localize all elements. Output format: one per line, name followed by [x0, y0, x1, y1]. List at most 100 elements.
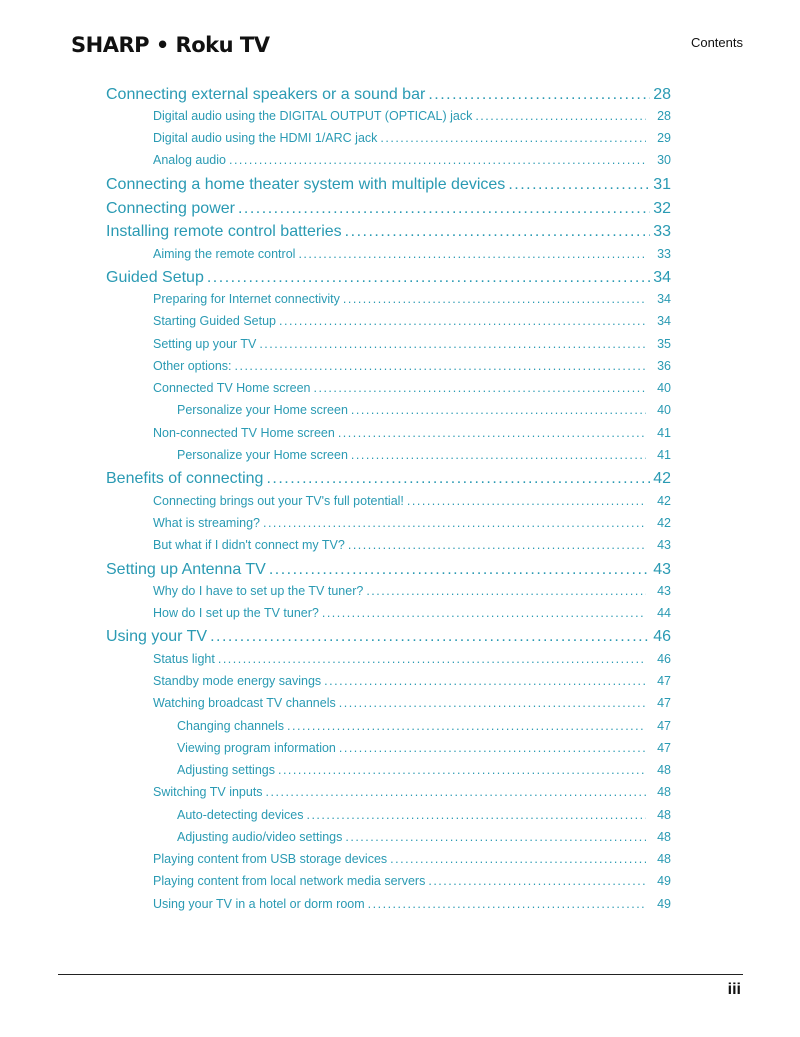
toc-entry-page: 47 [657, 741, 671, 755]
toc-entry[interactable]: Playing content from USB storage devices… [153, 852, 671, 866]
toc-entry[interactable]: Why do I have to set up the TV tuner? 43 [153, 584, 671, 598]
toc-entry-page: 28 [657, 109, 671, 123]
toc-entry[interactable]: Digital audio using the HDMI 1/ARC jack 2… [153, 131, 671, 145]
toc-entry-page: 47 [657, 696, 671, 710]
dot-leader [207, 269, 650, 287]
toc-entry-title: Using your TV [106, 628, 208, 645]
toc-entry[interactable]: Starting Guided Setup 34 [153, 314, 671, 328]
toc-entry[interactable]: Other options: 36 [153, 359, 671, 373]
toc-entry-page: 41 [657, 426, 671, 440]
dot-leader [266, 785, 646, 799]
toc-entry-page: 36 [657, 359, 671, 373]
toc-entry-title: Connected TV Home screen [153, 381, 311, 395]
toc-entry-page: 30 [657, 153, 671, 167]
toc-entry-title: Changing channels [177, 719, 285, 733]
toc-entry-title: Connecting brings out your TV's full pot… [153, 494, 404, 508]
dot-leader [345, 830, 646, 844]
toc-entry[interactable]: Viewing program information 47 [177, 741, 671, 755]
dot-leader [508, 176, 650, 194]
toc-entry[interactable]: Playing content from local network media… [153, 874, 671, 888]
toc-entry[interactable]: Non-connected TV Home screen 41 [153, 426, 671, 440]
footer-divider [58, 974, 743, 975]
toc-entry-page: 34 [657, 292, 671, 306]
dot-leader [324, 674, 646, 688]
toc-entry-page: 46 [657, 652, 671, 666]
toc-entry[interactable]: Connecting external speakers or a sound … [106, 86, 671, 104]
toc-entry[interactable]: Setting up Antenna TV 43 [106, 561, 671, 579]
toc-entry[interactable]: Guided Setup 34 [106, 269, 671, 287]
toc-entry-page: 43 [653, 561, 671, 578]
dot-leader [298, 247, 646, 261]
toc-entry-page: 41 [657, 448, 671, 462]
dot-leader [345, 223, 651, 241]
toc-entry-title: Aiming the remote control [153, 247, 296, 261]
dot-leader [306, 808, 646, 822]
toc-entry[interactable]: Preparing for Internet connectivity 34 [153, 292, 671, 306]
toc-entry-page: 29 [657, 131, 671, 145]
toc-entry[interactable]: Setting up your TV 35 [153, 337, 671, 351]
dot-leader [287, 719, 646, 733]
toc-entry-page: 48 [657, 785, 671, 799]
toc-entry[interactable]: Connecting power 32 [106, 200, 671, 218]
toc-entry-page: 43 [657, 584, 671, 598]
toc-entry[interactable]: Aiming the remote control 33 [153, 247, 671, 261]
toc-entry-page: 48 [657, 830, 671, 844]
toc-entry-title: Status light [153, 652, 215, 666]
toc-entry-title: Non-connected TV Home screen [153, 426, 335, 440]
toc-entry[interactable]: Benefits of connecting 42 [106, 470, 671, 488]
toc-entry-title: Other options: [153, 359, 232, 373]
toc-entry[interactable]: Connecting brings out your TV's full pot… [153, 494, 671, 508]
toc-entry[interactable]: But what if I didn't connect my TV? 43 [153, 538, 671, 552]
toc-entry-page: 44 [657, 606, 671, 620]
toc-entry-title: Personalize your Home screen [177, 403, 348, 417]
dot-leader [218, 652, 646, 666]
toc-entry[interactable]: Digital audio using the DIGITAL OUTPUT (… [153, 109, 671, 123]
toc-entry[interactable]: How do I set up the TV tuner? 44 [153, 606, 671, 620]
toc-entry[interactable]: What is streaming? 42 [153, 516, 671, 530]
toc-entry-title: Adjusting settings [177, 763, 275, 777]
toc-entry[interactable]: Changing channels 47 [177, 719, 671, 733]
toc-entry[interactable]: Analog audio 30 [153, 153, 671, 167]
dot-leader [229, 153, 646, 167]
toc-entry[interactable]: Adjusting audio/video settings 48 [177, 830, 671, 844]
toc-entry-page: 49 [657, 874, 671, 888]
toc-entry[interactable]: Personalize your Home screen 40 [177, 403, 671, 417]
toc-entry-title: Analog audio [153, 153, 226, 167]
toc-entry-page: 34 [657, 314, 671, 328]
toc-entry-title: What is streaming? [153, 516, 260, 530]
toc-entry-title: Digital audio using the DIGITAL OUTPUT (… [153, 109, 473, 123]
toc-entry-title: But what if I didn't connect my TV? [153, 538, 345, 552]
toc-entry-page: 43 [657, 538, 671, 552]
toc-entry[interactable]: Switching TV inputs 48 [153, 785, 671, 799]
toc-entry[interactable]: Standby mode energy savings 47 [153, 674, 671, 688]
dot-leader [475, 109, 646, 123]
toc-entry[interactable]: Connecting a home theater system with mu… [106, 176, 671, 194]
toc-entry-title: Digital audio using the HDMI 1/ARC jack [153, 131, 378, 145]
toc-entry-title: Guided Setup [106, 269, 204, 286]
dot-leader [407, 494, 646, 508]
toc-entry-title: Viewing program information [177, 741, 336, 755]
toc-entry-page: 31 [653, 176, 671, 193]
toc-entry[interactable]: Adjusting settings 48 [177, 763, 671, 777]
toc-entry[interactable]: Using your TV 46 [106, 628, 671, 646]
toc-entry-page: 33 [657, 247, 671, 261]
dot-leader [339, 741, 646, 755]
toc-entry-page: 48 [657, 808, 671, 822]
toc-entry-page: 33 [653, 223, 671, 240]
dot-leader [269, 561, 650, 579]
toc-entry-title: Connecting external speakers or a sound … [106, 86, 426, 103]
toc-entry[interactable]: Installing remote control batteries 33 [106, 223, 671, 241]
toc-entry[interactable]: Personalize your Home screen 41 [177, 448, 671, 462]
dot-leader [343, 292, 646, 306]
toc-entry[interactable]: Using your TV in a hotel or dorm room 49 [153, 897, 671, 911]
dot-leader [238, 200, 650, 218]
toc-entry[interactable]: Connected TV Home screen 40 [153, 381, 671, 395]
toc-entry-title: Benefits of connecting [106, 470, 264, 487]
sharp-roku-tv-logo: SHARP • Roku TV [71, 33, 270, 57]
toc-entry[interactable]: Status light 46 [153, 652, 671, 666]
toc-entry[interactable]: Auto-detecting devices 48 [177, 808, 671, 822]
toc-entry-page: 42 [657, 494, 671, 508]
toc-entry-title: Installing remote control batteries [106, 223, 342, 240]
dot-leader [339, 696, 646, 710]
toc-entry[interactable]: Watching broadcast TV channels 47 [153, 696, 671, 710]
